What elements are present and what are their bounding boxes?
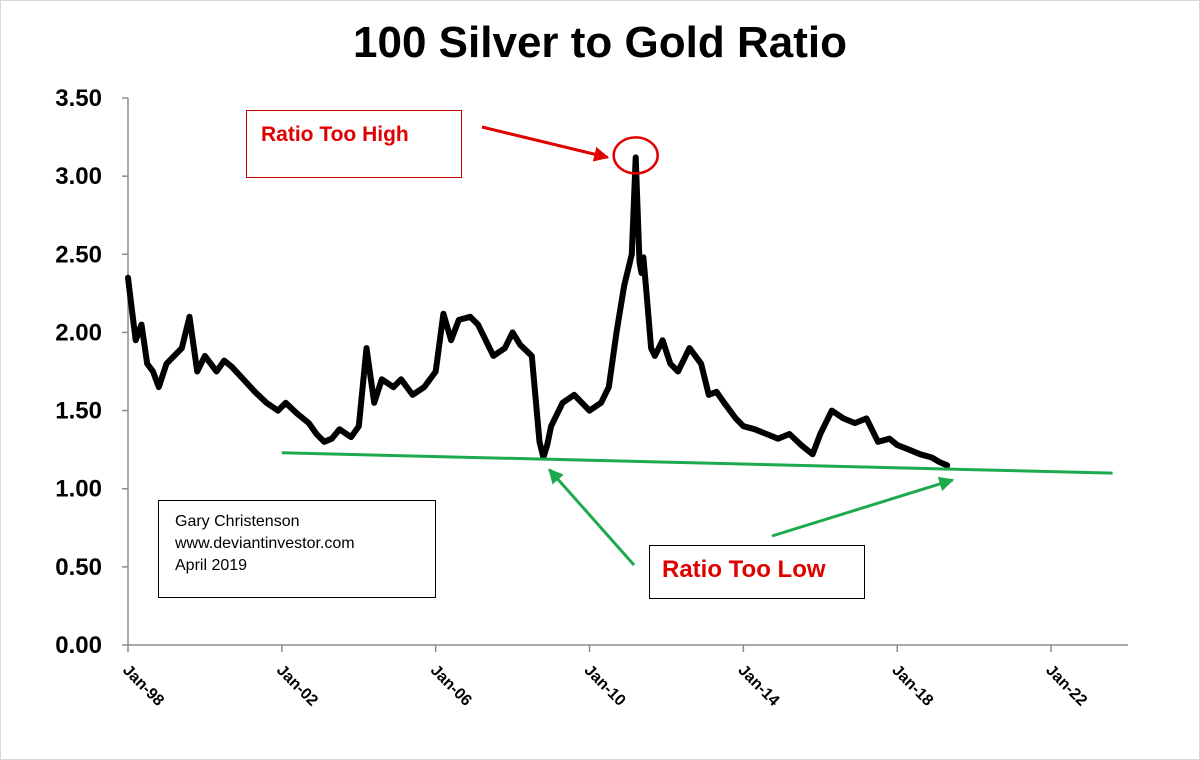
peak-circle — [612, 136, 659, 175]
high-arrow — [481, 125, 610, 162]
y-tick-label: 0.50 — [55, 554, 102, 581]
x-tick-label: Jan-06 — [427, 662, 475, 710]
ratio-too-high-label: Ratio Too High — [261, 123, 409, 146]
y-tick-label: 2.00 — [55, 319, 102, 346]
credit-box: Gary Christenson www.deviantinvestor.com… — [158, 500, 436, 598]
y-tick-label: 1.00 — [55, 476, 102, 503]
ratio-series-line — [125, 154, 951, 469]
ratio-too-high-box: Ratio Too High — [246, 110, 462, 178]
credit-website: www.deviantinvestor.com — [175, 535, 355, 552]
y-tick-label: 3.50 — [55, 85, 102, 112]
y-tick-labels: 0.00 0.50 1.00 1.50 2.00 2.50 3.00 3.50 — [55, 85, 102, 659]
annotations — [481, 125, 955, 566]
chart-title: 100 Silver to Gold Ratio — [353, 18, 847, 67]
ratio-too-low-box: Ratio Too Low — [649, 545, 865, 599]
y-tick-label: 1.50 — [55, 398, 102, 425]
x-tick-label: Jan-14 — [735, 662, 783, 710]
y-tick-label: 3.00 — [55, 163, 102, 190]
axes — [122, 97, 1128, 652]
x-tick-label: Jan-18 — [888, 662, 936, 710]
credit-date: April 2019 — [175, 557, 248, 574]
x-tick-labels: Jan-98 Jan-02 Jan-06 Jan-10 Jan-14 Jan-18 Jan-… — [119, 662, 1090, 710]
ratio-too-low-label: Ratio Too Low — [662, 556, 826, 583]
x-tick-label: Jan-02 — [273, 662, 321, 710]
x-tick-label: Jan-22 — [1042, 662, 1090, 710]
y-tick-label: 0.00 — [55, 632, 102, 659]
support-trendline — [281, 451, 1113, 475]
x-tick-label: Jan-98 — [119, 662, 167, 710]
credit-author: Gary Christenson — [175, 513, 300, 530]
low-arrow-left — [548, 468, 636, 566]
low-arrow-right — [771, 476, 955, 538]
y-tick-label: 2.50 — [55, 241, 102, 268]
series-group — [125, 154, 1113, 475]
x-tick-label: Jan-10 — [581, 662, 629, 710]
